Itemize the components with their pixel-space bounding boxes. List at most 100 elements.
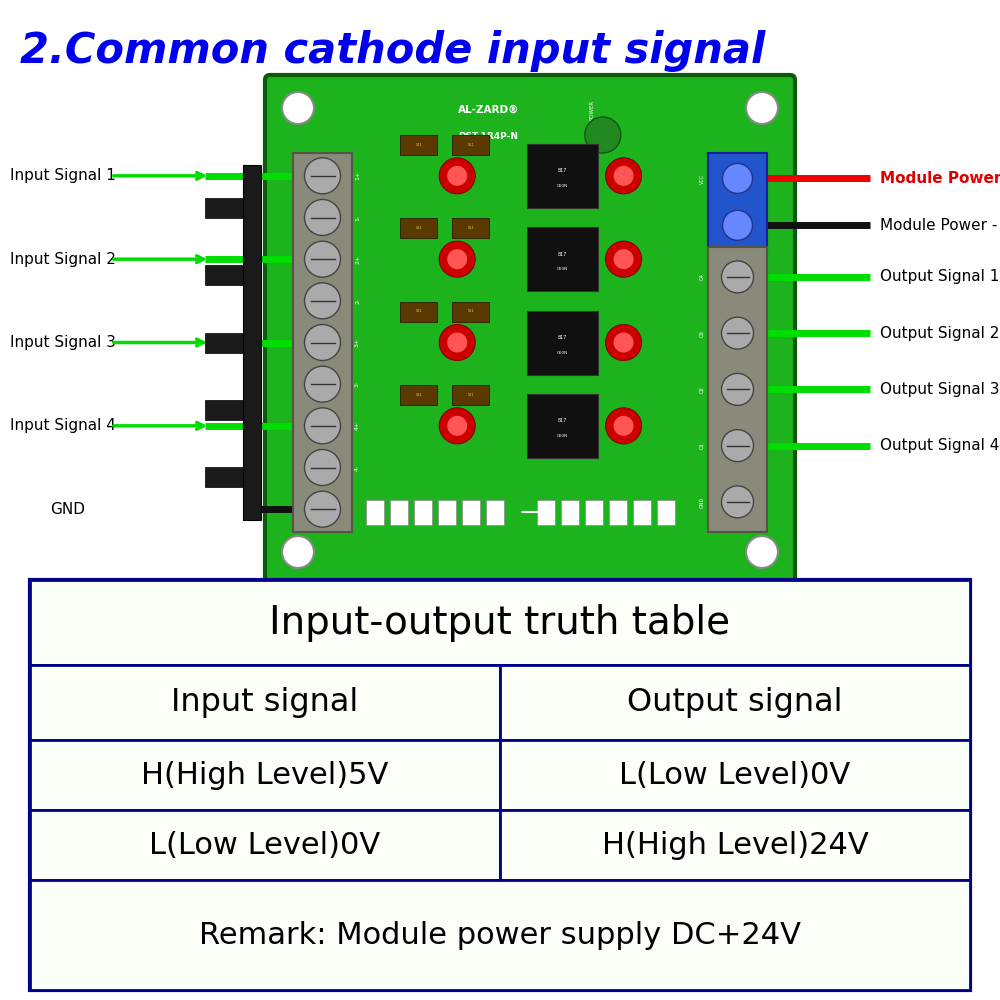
Bar (205, 467, 243, 487)
Bar (486, 500, 504, 525)
Text: Module Power +: Module Power + (880, 171, 1000, 186)
Circle shape (722, 373, 754, 405)
Circle shape (614, 416, 634, 436)
Circle shape (305, 158, 341, 194)
Text: 511: 511 (416, 393, 422, 397)
Circle shape (606, 324, 642, 360)
Text: 4+: 4+ (355, 421, 360, 430)
Text: O2: O2 (700, 386, 705, 393)
Text: AL-ZARD®: AL-ZARD® (458, 105, 519, 115)
Circle shape (305, 283, 341, 319)
Circle shape (439, 408, 475, 444)
FancyBboxPatch shape (400, 135, 437, 155)
Text: VCC: VCC (700, 173, 705, 184)
Circle shape (447, 416, 467, 436)
Bar (390, 500, 408, 525)
Text: 2.Common cathode input signal: 2.Common cathode input signal (20, 30, 765, 72)
Text: H(High Level)24V: H(High Level)24V (602, 830, 868, 860)
Circle shape (746, 92, 778, 124)
Text: Output Signal 1: Output Signal 1 (880, 269, 999, 284)
Text: 4-: 4- (355, 464, 360, 471)
Bar (205, 198, 243, 218)
Text: 2-: 2- (355, 298, 360, 304)
Circle shape (282, 536, 314, 568)
Circle shape (447, 166, 467, 186)
Text: L(Low Level)0V: L(Low Level)0V (619, 761, 851, 790)
Circle shape (606, 158, 642, 194)
FancyBboxPatch shape (527, 310, 598, 374)
Bar (657, 500, 675, 525)
Text: Input Signal 1: Input Signal 1 (10, 168, 116, 183)
Circle shape (746, 536, 778, 568)
Text: 3-: 3- (355, 381, 360, 387)
Circle shape (722, 210, 753, 240)
Circle shape (722, 317, 754, 349)
Text: DST-1R4P-N: DST-1R4P-N (458, 132, 518, 141)
FancyBboxPatch shape (527, 144, 598, 208)
Circle shape (614, 166, 634, 186)
Text: 817: 817 (558, 252, 567, 257)
Bar (633, 500, 651, 525)
Text: Output Signal 2: Output Signal 2 (880, 326, 999, 341)
FancyBboxPatch shape (452, 135, 489, 155)
Circle shape (447, 249, 467, 269)
Text: 511: 511 (416, 226, 422, 230)
Bar (414, 500, 432, 525)
Circle shape (722, 486, 754, 518)
Text: L(Low Level)0V: L(Low Level)0V (149, 830, 381, 860)
FancyBboxPatch shape (30, 810, 500, 880)
FancyBboxPatch shape (500, 665, 970, 740)
FancyBboxPatch shape (293, 153, 352, 532)
Text: 3+: 3+ (355, 338, 360, 347)
Text: 1+: 1+ (355, 171, 360, 180)
Text: C60N: C60N (557, 351, 568, 355)
Circle shape (305, 324, 341, 360)
Circle shape (305, 450, 341, 486)
Circle shape (614, 249, 634, 269)
FancyBboxPatch shape (527, 394, 598, 458)
Text: 2+: 2+ (355, 255, 360, 264)
FancyBboxPatch shape (452, 302, 489, 322)
FancyBboxPatch shape (500, 740, 970, 810)
Circle shape (282, 92, 314, 124)
Bar (205, 400, 243, 420)
FancyBboxPatch shape (452, 218, 489, 238)
Circle shape (439, 241, 475, 277)
Text: Output signal: Output signal (627, 687, 843, 718)
Text: Input Signal 4: Input Signal 4 (10, 418, 116, 433)
Text: Input Signal 3: Input Signal 3 (10, 335, 116, 350)
Text: Module Power -: Module Power - (880, 218, 997, 233)
Circle shape (305, 241, 341, 277)
Text: Output Signal 4: Output Signal 4 (880, 438, 999, 453)
FancyBboxPatch shape (265, 75, 795, 585)
Text: 511: 511 (416, 143, 422, 147)
Text: Input-output truth table: Input-output truth table (269, 604, 731, 642)
FancyBboxPatch shape (30, 740, 500, 810)
Circle shape (305, 366, 341, 402)
Text: O4: O4 (700, 273, 705, 280)
Bar (205, 332, 243, 353)
FancyBboxPatch shape (30, 580, 970, 990)
Text: 817: 817 (558, 418, 567, 423)
Text: GND: GND (50, 502, 85, 517)
Circle shape (305, 408, 341, 444)
FancyBboxPatch shape (30, 580, 970, 665)
Text: 817: 817 (558, 168, 567, 173)
Bar (366, 500, 384, 525)
Text: 511: 511 (468, 226, 474, 230)
FancyBboxPatch shape (708, 153, 767, 251)
Text: Input signal: Input signal (171, 687, 359, 718)
Circle shape (606, 241, 642, 277)
Text: 817: 817 (558, 335, 567, 340)
Bar (438, 500, 456, 525)
Text: O1: O1 (700, 442, 705, 449)
Text: C60N: C60N (557, 434, 568, 438)
Text: Input Signal 2: Input Signal 2 (10, 252, 116, 267)
FancyBboxPatch shape (30, 665, 500, 740)
Text: 1-: 1- (355, 214, 360, 221)
Text: C60N: C60N (557, 184, 568, 188)
Bar (537, 500, 555, 525)
Text: Output Signal 3: Output Signal 3 (880, 382, 1000, 397)
Circle shape (439, 158, 475, 194)
FancyBboxPatch shape (527, 227, 598, 291)
